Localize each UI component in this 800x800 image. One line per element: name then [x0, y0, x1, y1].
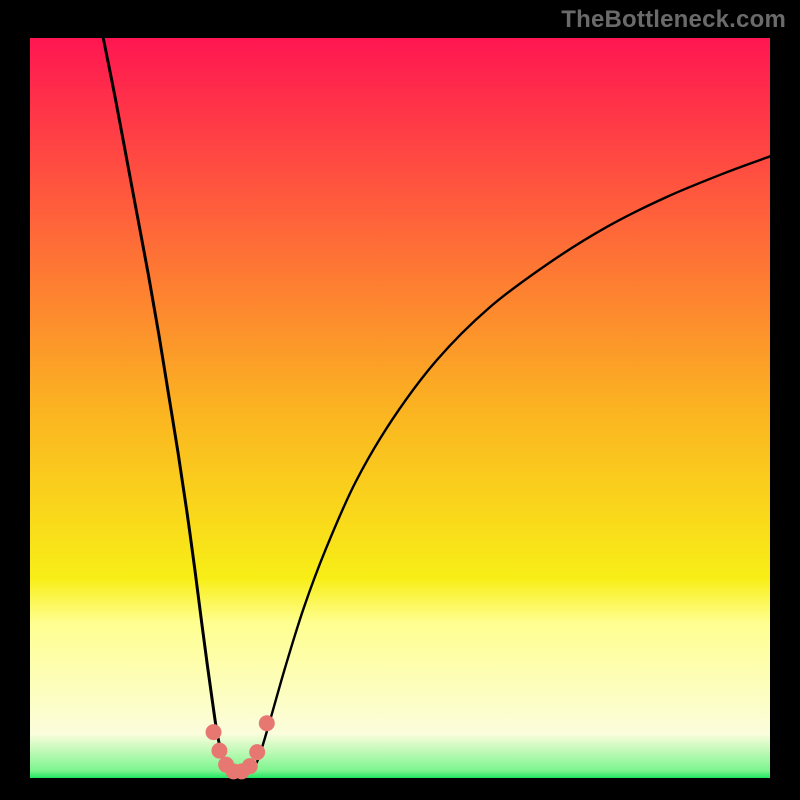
- dip-marker: [206, 724, 222, 740]
- curve-left_branch: [103, 38, 230, 772]
- curve-layer: [30, 38, 770, 778]
- plot-area: [30, 38, 770, 778]
- watermark-label: TheBottleneck.com: [561, 6, 786, 34]
- curve-right_branch: [252, 156, 770, 772]
- dip-marker: [249, 744, 265, 760]
- chart-outer-frame: TheBottleneck.com: [0, 0, 800, 800]
- dip-marker: [259, 715, 275, 731]
- dip-marker: [211, 743, 227, 759]
- dip-marker: [242, 758, 258, 774]
